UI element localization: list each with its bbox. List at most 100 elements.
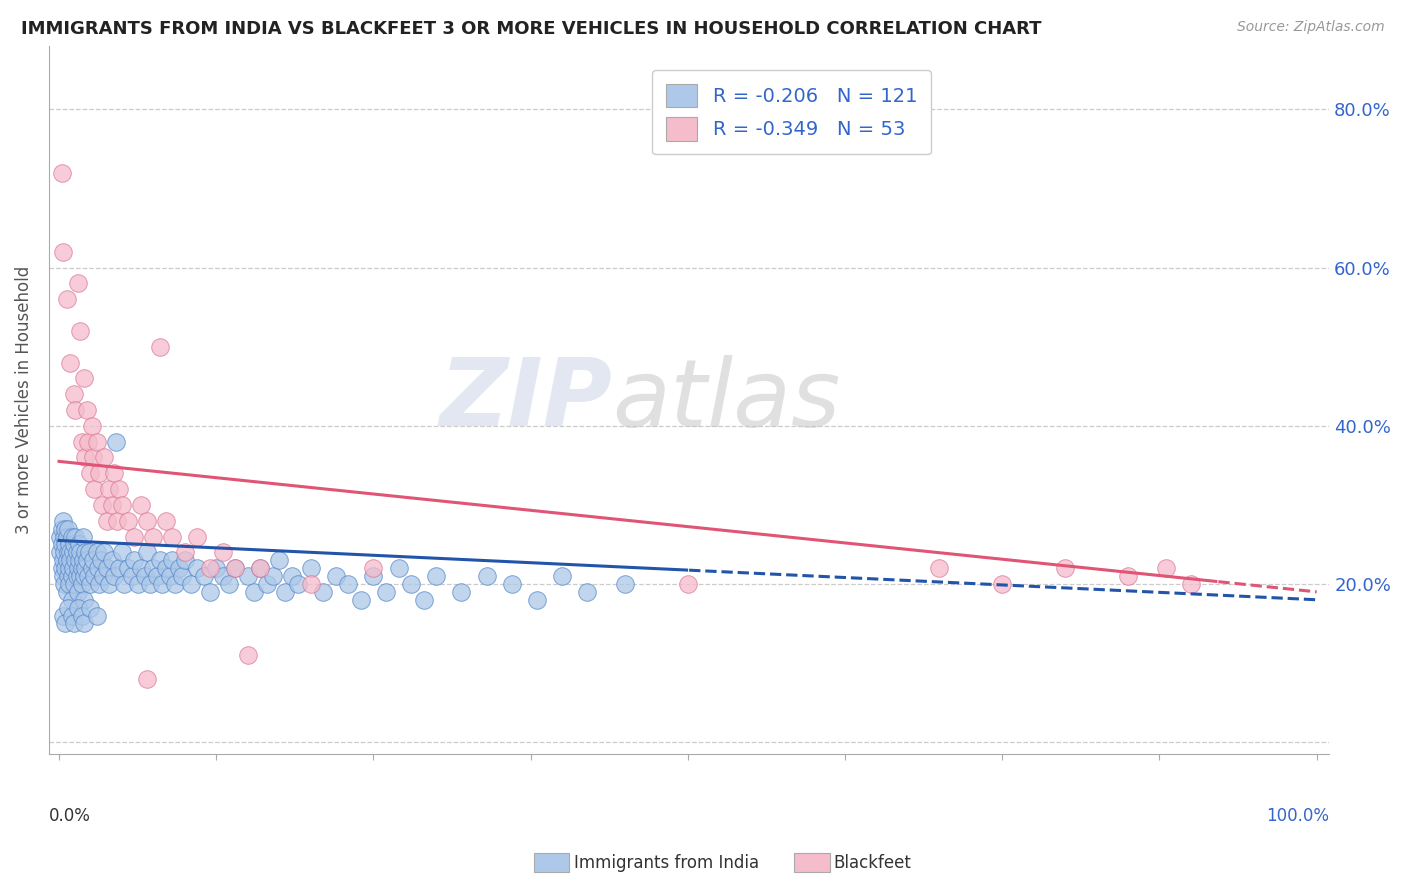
Point: [236, 648, 259, 662]
Point: [69, 545, 91, 559]
Point: [90, 553, 112, 567]
Point: [127, 577, 149, 591]
Point: [83, 569, 105, 583]
Text: atlas: atlas: [612, 355, 841, 446]
Point: [75, 450, 97, 465]
Point: [114, 577, 136, 591]
Point: [363, 561, 385, 575]
Point: [56, 569, 79, 583]
Point: [1180, 577, 1202, 591]
Point: [155, 514, 177, 528]
Point: [89, 577, 111, 591]
Point: [66, 545, 89, 559]
Point: [52, 608, 75, 623]
Y-axis label: 3 or more Vehicles in Household: 3 or more Vehicles in Household: [15, 266, 32, 534]
Point: [53, 561, 76, 575]
Point: [108, 561, 131, 575]
Point: [77, 545, 100, 559]
Point: [51, 537, 73, 551]
Point: [76, 553, 98, 567]
Point: [75, 561, 97, 575]
Point: [55, 529, 77, 543]
Point: [121, 569, 143, 583]
Point: [186, 529, 208, 543]
Point: [56, 545, 79, 559]
Point: [73, 569, 96, 583]
Point: [80, 418, 103, 433]
Point: [312, 585, 335, 599]
Point: [991, 577, 1014, 591]
Point: [49, 529, 72, 543]
Point: [111, 545, 134, 559]
Point: [249, 561, 271, 575]
Point: [70, 561, 93, 575]
Point: [576, 585, 599, 599]
Point: [236, 569, 259, 583]
Point: [98, 482, 121, 496]
Point: [66, 561, 89, 575]
Point: [82, 553, 104, 567]
Point: [79, 467, 101, 481]
Point: [101, 553, 124, 567]
Point: [87, 561, 110, 575]
Point: [98, 577, 121, 591]
Point: [58, 561, 80, 575]
Text: ZIP: ZIP: [440, 354, 612, 446]
Point: [173, 545, 195, 559]
Text: Source: ZipAtlas.com: Source: ZipAtlas.com: [1237, 20, 1385, 34]
Point: [90, 498, 112, 512]
Point: [59, 553, 82, 567]
Point: [501, 577, 523, 591]
Point: [60, 569, 83, 583]
Point: [63, 387, 86, 401]
Point: [65, 553, 87, 567]
Point: [167, 561, 190, 575]
Point: [53, 616, 76, 631]
Point: [262, 569, 284, 583]
Point: [138, 577, 160, 591]
Point: [51, 166, 73, 180]
Point: [104, 434, 127, 449]
Point: [198, 561, 221, 575]
Text: Blackfeet: Blackfeet: [834, 854, 911, 871]
Point: [676, 577, 699, 591]
Point: [172, 569, 194, 583]
Point: [55, 585, 77, 599]
Point: [160, 553, 183, 567]
Point: [136, 545, 159, 559]
Point: [93, 545, 115, 559]
Point: [117, 561, 139, 575]
Point: [86, 608, 108, 623]
Point: [53, 577, 76, 591]
Point: [65, 529, 87, 543]
Point: [399, 577, 422, 591]
Point: [211, 569, 233, 583]
Point: [475, 569, 498, 583]
Point: [159, 569, 181, 583]
Point: [124, 529, 146, 543]
Point: [111, 498, 134, 512]
Point: [142, 529, 165, 543]
Point: [66, 585, 89, 599]
Point: [55, 553, 77, 567]
Point: [59, 545, 82, 559]
Point: [108, 482, 131, 496]
Point: [53, 529, 76, 543]
Point: [53, 522, 76, 536]
Point: [53, 545, 76, 559]
Point: [337, 577, 360, 591]
Point: [66, 277, 89, 291]
Point: [1116, 569, 1139, 583]
Point: [79, 577, 101, 591]
Point: [73, 616, 96, 631]
Point: [149, 553, 172, 567]
Point: [224, 561, 246, 575]
Point: [117, 514, 139, 528]
Point: [1054, 561, 1077, 575]
Point: [63, 537, 86, 551]
Point: [96, 561, 118, 575]
Point: [412, 592, 434, 607]
Point: [269, 553, 291, 567]
Point: [58, 537, 80, 551]
Point: [186, 561, 208, 575]
